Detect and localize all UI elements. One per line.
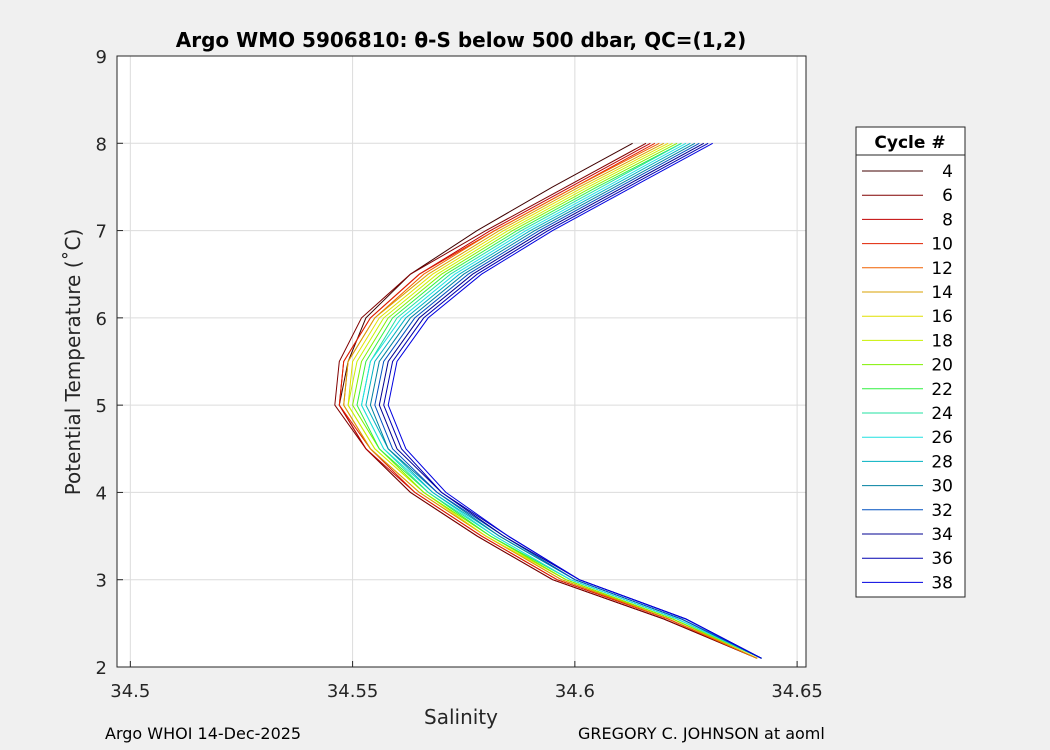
legend-entry-label: 28 xyxy=(931,452,953,472)
legend-entry-label: 26 xyxy=(931,428,953,448)
y-tick-label: 3 xyxy=(96,571,107,592)
legend-entry-label: 34 xyxy=(931,525,953,545)
x-tick-label: 34.55 xyxy=(327,681,379,702)
legend-entry-label: 20 xyxy=(931,356,953,376)
series-group xyxy=(334,142,762,659)
y-tick-label: 7 xyxy=(96,222,107,243)
x-axis: 34.5 34.55 34.6 34.65 xyxy=(110,661,823,702)
axes-background xyxy=(117,56,806,667)
series-line-cycle-20 xyxy=(352,142,762,659)
legend-entry-label: 8 xyxy=(942,210,953,230)
legend-entry-label: 12 xyxy=(931,259,953,279)
chart-title: Argo WMO 5906810: θ-S below 500 dbar, QC… xyxy=(176,28,746,52)
legend-entries: 4 6 8 10 12 14 16 18 20 22 24 26 28 30 32 34 36 38 xyxy=(862,162,953,593)
legend: Cycle # 4 6 8 10 12 14 16 18 20 22 24 26 28 30 32 34 36 3… xyxy=(855,126,966,598)
y-axis-label: Potential Temperature (˚C) xyxy=(61,229,85,496)
series-line-cycle-32 xyxy=(374,142,762,659)
legend-entry-label: 16 xyxy=(931,307,953,327)
x-axis-label: Salinity xyxy=(424,705,498,729)
legend-entry-label: 32 xyxy=(931,501,953,521)
series-line-cycle-6 xyxy=(334,142,758,659)
legend-entry-label: 14 xyxy=(931,283,953,303)
legend-entry-label: 38 xyxy=(931,573,953,593)
legend-entry-label: 24 xyxy=(931,404,953,424)
footer-source: Argo WHOI 14-Dec-2025 xyxy=(105,724,302,743)
series-line-cycle-26 xyxy=(360,142,762,659)
legend-entry-label: 10 xyxy=(931,235,953,255)
series-line-cycle-38 xyxy=(387,142,762,659)
legend-entry-label: 22 xyxy=(931,380,953,400)
legend-entry-label: 18 xyxy=(931,331,953,351)
legend-entry-label: 36 xyxy=(931,549,953,569)
axes-box xyxy=(116,55,807,668)
y-tick-label: 6 xyxy=(96,309,107,330)
legend-entry-label: 6 xyxy=(942,186,953,206)
x-tick-label: 34.65 xyxy=(771,681,823,702)
x-tick-label: 34.5 xyxy=(110,681,150,702)
legend-title: Cycle # xyxy=(874,133,945,153)
y-tick-label: 8 xyxy=(96,134,107,155)
footer-credit: GREGORY C. JOHNSON at aoml xyxy=(578,724,825,743)
legend-entry-label: 30 xyxy=(931,477,953,497)
y-tick-label: 2 xyxy=(96,658,107,679)
legend-box xyxy=(855,126,966,598)
x-tick-label: 34.6 xyxy=(555,681,595,702)
legend-entry-label: 4 xyxy=(942,162,953,182)
series-line-cycle-14 xyxy=(343,142,758,659)
y-tick-label: 4 xyxy=(96,483,107,504)
y-tick-label: 5 xyxy=(96,396,107,417)
y-tick-label: 9 xyxy=(96,47,107,68)
y-axis: 2 3 4 5 6 7 8 9 xyxy=(96,47,123,679)
